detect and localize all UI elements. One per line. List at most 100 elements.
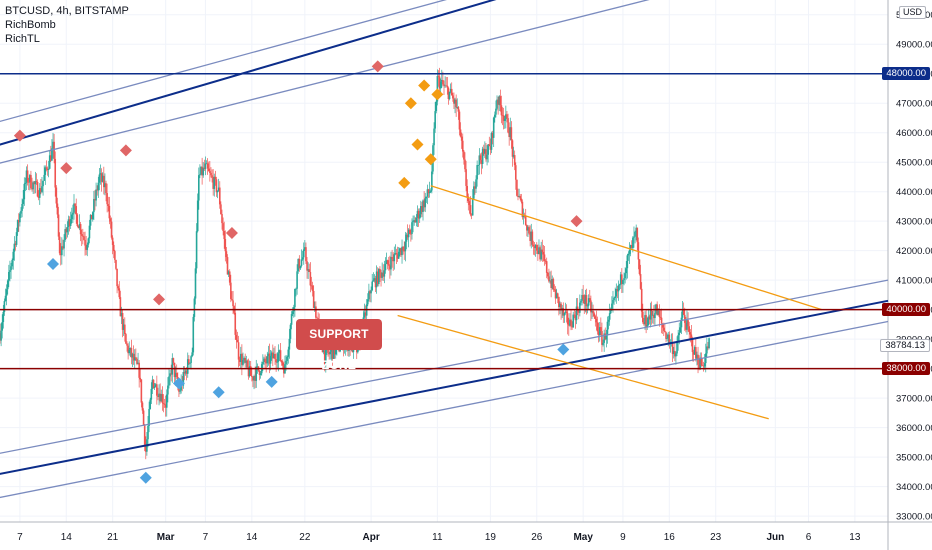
candle-body xyxy=(70,214,73,220)
candle-body xyxy=(469,205,472,215)
candle-body xyxy=(4,295,7,302)
candle-body xyxy=(288,338,291,350)
descending-trendline-lower xyxy=(397,314,769,420)
candle-body xyxy=(171,358,174,375)
candle-body xyxy=(14,243,17,245)
candle-body xyxy=(27,181,30,183)
y-tick-label: 46000.00 xyxy=(896,128,932,139)
candle-body xyxy=(421,206,423,212)
candle-body xyxy=(121,312,124,330)
candle-body xyxy=(68,219,71,226)
candle-body xyxy=(224,239,227,252)
y-tick-label: 47000.00 xyxy=(896,99,932,110)
price-label-38000: 38000.00 xyxy=(882,362,930,376)
candle-body xyxy=(128,349,131,354)
candle-body xyxy=(482,148,485,154)
candle-body xyxy=(440,79,443,82)
candle-body xyxy=(565,311,568,314)
currency-label[interactable]: USD xyxy=(898,6,926,19)
candle-body xyxy=(159,393,161,402)
candle-body xyxy=(156,384,158,396)
candle-body xyxy=(489,146,492,150)
candle-body xyxy=(477,164,480,166)
candle-body xyxy=(269,355,272,364)
candle-body xyxy=(659,316,662,318)
candle-body xyxy=(535,244,538,251)
candle-body xyxy=(195,231,198,269)
candle-body xyxy=(581,294,583,301)
candle-body xyxy=(655,304,657,314)
candle-body xyxy=(707,346,709,349)
indicator-richbomb-label[interactable]: RichBomb xyxy=(5,19,56,31)
candle-body xyxy=(573,314,576,316)
candle-body xyxy=(97,182,100,191)
candle-body xyxy=(514,165,517,180)
candle-body xyxy=(38,188,41,198)
candle-body xyxy=(539,247,541,260)
candle-body xyxy=(387,264,390,266)
candle-body xyxy=(207,168,210,172)
candle-body xyxy=(278,350,281,354)
candle-body xyxy=(1,322,4,331)
candle-body xyxy=(598,327,601,336)
candle-body xyxy=(56,203,59,215)
candle-body xyxy=(508,132,510,137)
candle-body xyxy=(3,301,6,312)
candle-body xyxy=(186,359,189,374)
candle-body xyxy=(202,167,205,176)
candle-body xyxy=(585,295,588,307)
candle-body xyxy=(263,358,265,363)
candle-body xyxy=(43,174,45,181)
candle-body xyxy=(649,309,652,320)
candle-body xyxy=(287,349,290,357)
y-tick-label: 42000.00 xyxy=(896,246,932,257)
candle-body xyxy=(311,285,314,291)
candle-body xyxy=(452,95,454,99)
candle-body xyxy=(702,365,705,367)
candle-body xyxy=(160,394,163,402)
candle-body xyxy=(150,388,153,400)
candle-body xyxy=(173,362,176,378)
candle-body xyxy=(40,188,42,192)
candle-body xyxy=(621,274,623,284)
candle-body xyxy=(401,246,403,256)
candle-body xyxy=(273,354,275,359)
candle-body xyxy=(237,342,240,360)
candle-body xyxy=(500,105,503,116)
candle-body xyxy=(65,229,68,233)
candle-body xyxy=(513,155,516,166)
candle-body xyxy=(33,182,36,185)
candle-body xyxy=(474,186,476,189)
candle-body xyxy=(577,311,580,313)
candle-body xyxy=(90,214,93,220)
candle-body xyxy=(82,235,84,237)
candle-body xyxy=(79,224,82,235)
candle-body xyxy=(315,306,317,318)
candle-body xyxy=(466,185,468,197)
candle-body xyxy=(538,247,540,255)
candle-body xyxy=(689,332,692,335)
candle-body xyxy=(144,444,147,452)
candle-body xyxy=(281,362,284,366)
candle-body xyxy=(251,375,253,377)
candle-body xyxy=(369,291,371,294)
candle-body xyxy=(615,289,618,297)
candle-body xyxy=(310,285,313,287)
candle-body xyxy=(524,215,527,225)
candle-body xyxy=(698,364,700,369)
candle-body xyxy=(464,159,466,170)
candle-body xyxy=(495,108,497,115)
candle-body xyxy=(2,311,5,323)
candle-body xyxy=(402,246,404,251)
candle-body xyxy=(19,213,21,223)
candle-body xyxy=(98,174,101,183)
candle-body xyxy=(368,291,370,300)
indicator-richtl-label[interactable]: RichTL xyxy=(5,33,40,45)
candle-body xyxy=(89,214,92,226)
candle-body xyxy=(456,107,459,108)
candle-body xyxy=(680,317,683,328)
candle-body xyxy=(568,324,570,326)
red-diamond-marker xyxy=(119,144,132,157)
candle-body xyxy=(62,246,64,249)
